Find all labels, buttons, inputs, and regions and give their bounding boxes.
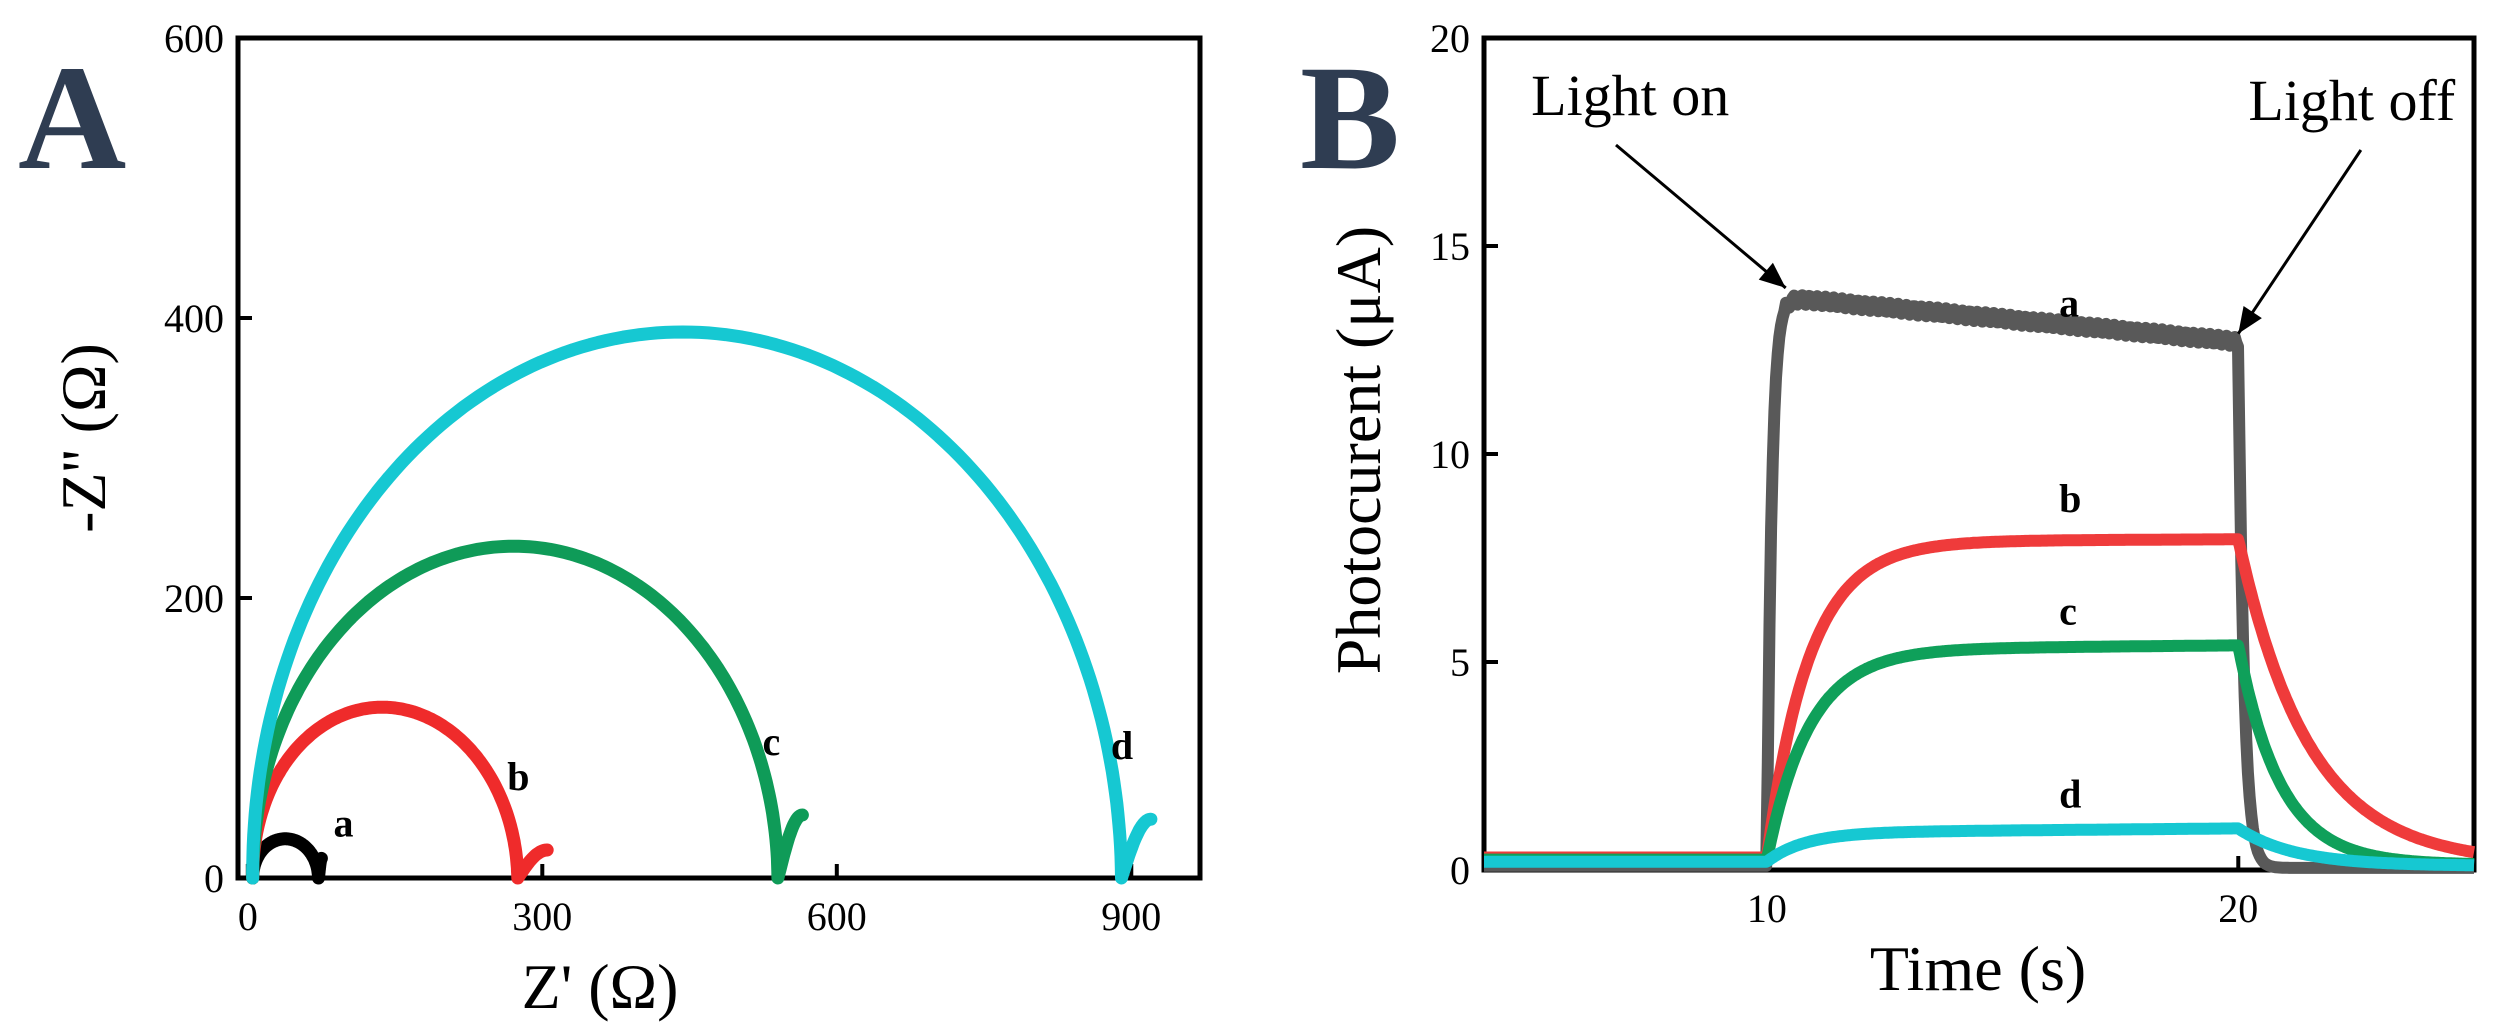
x-axis-title-a: Z' (Ω) [522,951,679,1022]
series-line-c [246,539,809,885]
annotations-b: Light on Light off [1531,63,2456,335]
y-tick-label-b: 0 [1450,848,1470,893]
series-line-d [1479,822,2479,872]
plot-frame-a [235,35,1203,881]
y-tick-label-b: 5 [1450,640,1470,685]
series-label-b: b [507,754,529,799]
x-tick-label-a: 300 [512,894,572,939]
y-tick-label-b: 15 [1430,224,1470,269]
series-group-b: a b c d [1479,281,2479,874]
series-label-a: a [2059,281,2079,326]
axis-ticks-b: 10 20 0 5 10 15 20 [1430,16,2258,931]
series-label-c: c [762,719,780,764]
annotation-arrowhead [2238,305,2262,334]
x-tick-label-a: 0 [238,894,258,939]
panel-letter-a: A [18,35,126,201]
annotation-arrowhead [1758,262,1786,288]
series-label-b: b [2059,476,2081,521]
y-axis-title-b: Photocurent (μA) [1323,226,1394,674]
series-label-d: d [1111,723,1133,768]
annotation-arrow [1615,143,1787,290]
x-tick-label-b: 20 [2218,886,2258,931]
series-line-a [246,832,328,885]
series-label-c: c [2059,589,2077,634]
annotation-label: Light on [1531,63,1729,128]
series-line-a [1479,289,2479,874]
plot-frame-b [1481,35,2477,873]
series-label-a: a [333,800,353,845]
series-line-d [246,325,1158,885]
y-tick-label-b: 10 [1430,432,1470,477]
panel-a: A 0 300 600 900 0 200 400 600 a b c d Z' (Ω) -Z'' … [18,16,1203,1022]
y-tick-label-a: 200 [164,576,224,621]
series-line-b [246,700,554,885]
x-tick-label-a: 600 [807,894,867,939]
x-axis-title-b: Time (s) [1870,933,2086,1004]
x-tick-label-a: 900 [1101,894,1161,939]
series-group-a: a b c d [246,325,1158,885]
series-line-b [1479,533,2479,864]
y-tick-label-a: 400 [164,296,224,341]
panel-letter-b: B [1300,35,1400,201]
panel-b: B 10 20 0 5 10 15 20 a b c d Light on Light off Ti… [1300,16,2479,1004]
y-tick-label-b: 20 [1430,16,1470,61]
series-label-d: d [2059,772,2081,817]
y-tick-label-a: 600 [164,16,224,61]
y-tick-label-a: 0 [204,856,224,901]
annotation-label: Light off [2248,68,2455,133]
x-tick-label-b: 10 [1747,886,1787,931]
y-axis-title-a: -Z'' (Ω) [48,343,119,533]
annotation-arrow [2237,149,2363,335]
axis-ticks-a: 0 300 600 900 0 200 400 600 [164,16,1161,939]
